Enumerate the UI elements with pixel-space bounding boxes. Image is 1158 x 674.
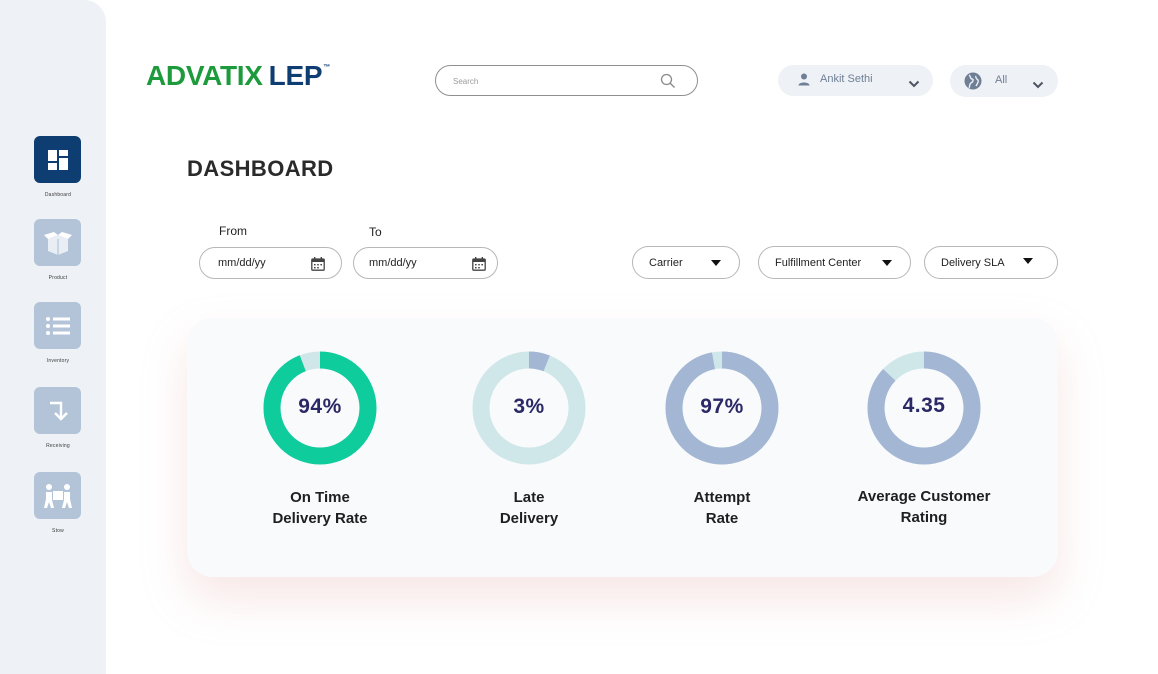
kpi-on-time-delivery: 94% On Time Delivery Rate [220, 318, 420, 577]
caret-down-icon [1023, 258, 1033, 264]
brand-logo: ADVATIX LEP ™ [146, 62, 330, 90]
sidebar-item-product[interactable]: Product [34, 219, 82, 281]
kpi-label-line: Delivery Rate [272, 510, 368, 527]
delivery-sla-select-value: Delivery SLA [941, 257, 1005, 269]
kpi-value: 4.35 [902, 394, 946, 417]
region-value: All [995, 74, 1008, 86]
sidebar-item-label: Receiving [46, 443, 70, 449]
logo-word-secondary: LEP [268, 60, 323, 91]
calendar-icon[interactable] [311, 257, 325, 276]
donut-value-arc [472, 351, 586, 465]
people-carry-box-icon [34, 472, 81, 519]
kpi-value: 97% [700, 395, 744, 418]
user-menu[interactable]: Ankit Sethi [778, 65, 933, 96]
kpi-label-line: Attempt [693, 489, 751, 506]
delivery-sla-select[interactable]: Delivery SLA [924, 246, 1058, 279]
kpi-average-customer-rating: 4.35 Average Customer Rating [824, 318, 1024, 577]
kpi-label-line: Rate [705, 510, 739, 527]
kpi-late-delivery: 3% Late Delivery [429, 318, 629, 577]
kpi-label: Late Delivery [429, 487, 629, 529]
person-icon [798, 73, 810, 91]
kpi-attempt-rate: 97% Attempt Rate [622, 318, 822, 577]
sidebar-item-inventory[interactable]: Inventory [34, 302, 82, 364]
carrier-select[interactable]: Carrier [632, 246, 740, 279]
donut-value-arc [263, 351, 377, 465]
search-bar[interactable] [435, 65, 698, 96]
sidebar-item-label: Product [48, 275, 68, 281]
kpi-label-line: Rating [900, 509, 948, 526]
donut-chart [665, 351, 779, 465]
from-date-value: mm/dd/yy [218, 257, 266, 269]
list-icon [34, 302, 81, 349]
logo-word-primary: ADVATIX [146, 60, 263, 91]
sidebar-item-label: Dashboard [44, 192, 72, 198]
calendar-icon[interactable] [472, 257, 486, 276]
from-date-field[interactable]: mm/dd/yy [199, 247, 342, 279]
caret-down-icon [882, 260, 892, 266]
kpi-label-line: Delivery [499, 510, 559, 527]
carrier-select-value: Carrier [649, 257, 683, 269]
kpi-label-line: Average Customer [857, 488, 991, 505]
kpi-value: 3% [513, 395, 545, 418]
dashboard-grid-icon [34, 136, 81, 183]
caret-down-icon [711, 260, 721, 266]
fulfillment-center-select[interactable]: Fulfillment Center [758, 246, 911, 279]
user-name: Ankit Sethi [820, 73, 873, 85]
logo-trademark: ™ [323, 64, 331, 71]
donut-chart [263, 351, 377, 465]
kpi-label: Attempt Rate [622, 487, 822, 529]
sidebar-item-label: Stow [52, 528, 64, 534]
sidebar: Dashboard Product Inventory Receiving St… [0, 0, 106, 674]
kpi-card: 94% On Time Delivery Rate 3% Late Delive… [187, 318, 1058, 577]
region-selector[interactable]: All [950, 65, 1058, 97]
sidebar-item-receiving[interactable]: Receiving [34, 387, 82, 449]
search-icon[interactable] [660, 73, 676, 94]
page-title: DASHBOARD [187, 156, 334, 181]
kpi-label-line: Late [513, 489, 545, 506]
to-date-value: mm/dd/yy [369, 257, 417, 269]
kpi-label: On Time Delivery Rate [220, 487, 420, 529]
donut-chart [472, 351, 586, 465]
globe-icon [964, 72, 982, 95]
to-date-field[interactable]: mm/dd/yy [353, 247, 498, 279]
kpi-label-line: On Time [290, 489, 350, 506]
donut-value-arc [665, 351, 779, 465]
chevron-down-icon [908, 75, 920, 93]
sidebar-item-label: Inventory [46, 358, 70, 364]
kpi-label: Average Customer Rating [824, 486, 1024, 528]
search-input[interactable] [453, 73, 653, 89]
kpi-value: 94% [298, 395, 342, 418]
donut-chart [867, 351, 981, 465]
sidebar-item-stow[interactable]: Stow [34, 472, 82, 534]
to-date-label: To [369, 225, 382, 239]
open-box-icon [34, 219, 81, 266]
donut-value-arc [867, 351, 981, 465]
sidebar-item-dashboard[interactable]: Dashboard [34, 136, 82, 198]
fulfillment-center-select-value: Fulfillment Center [775, 257, 862, 269]
arrow-down-return-icon [34, 387, 81, 434]
from-date-label: From [219, 224, 247, 238]
chevron-down-icon [1032, 76, 1044, 94]
